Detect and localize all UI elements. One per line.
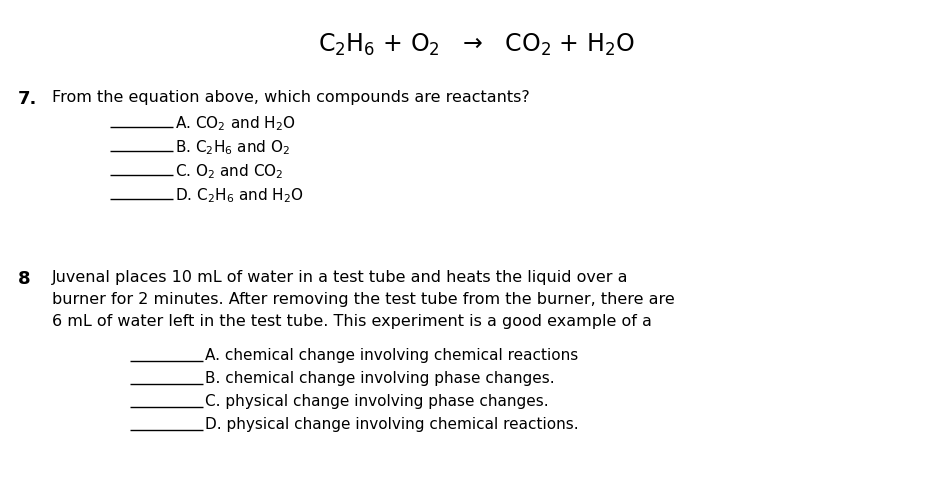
Text: $\mathregular{C_2H_6}$ + $\mathregular{O_2}$   →   $\mathregular{CO_2}$ + $\math: $\mathregular{C_2H_6}$ + $\mathregular{O…: [318, 32, 634, 58]
Text: 6 mL of water left in the test tube. This experiment is a good example of a: 6 mL of water left in the test tube. Thi…: [52, 314, 651, 329]
Text: B. chemical change involving phase changes.: B. chemical change involving phase chang…: [205, 371, 554, 386]
Text: 7.: 7.: [18, 90, 37, 108]
Text: A. $\mathregular{CO_2}$ and $\mathregular{H_2O}$: A. $\mathregular{CO_2}$ and $\mathregula…: [175, 114, 295, 133]
Text: D. $\mathregular{C_2H_6}$ and $\mathregular{H_2O}$: D. $\mathregular{C_2H_6}$ and $\mathregu…: [175, 186, 304, 205]
Text: burner for 2 minutes. After removing the test tube from the burner, there are: burner for 2 minutes. After removing the…: [52, 292, 674, 307]
Text: C. $\mathregular{O_2}$ and $\mathregular{CO_2}$: C. $\mathregular{O_2}$ and $\mathregular…: [175, 162, 284, 181]
Text: B. $\mathregular{C_2H_6}$ and $\mathregular{O_2}$: B. $\mathregular{C_2H_6}$ and $\mathregu…: [175, 138, 290, 157]
Text: Juvenal places 10 mL of water in a test tube and heats the liquid over a: Juvenal places 10 mL of water in a test …: [52, 270, 627, 285]
Text: D. physical change involving chemical reactions.: D. physical change involving chemical re…: [205, 417, 578, 432]
Text: From the equation above, which compounds are reactants?: From the equation above, which compounds…: [52, 90, 529, 105]
Text: 8: 8: [18, 270, 30, 288]
Text: C. physical change involving phase changes.: C. physical change involving phase chang…: [205, 394, 548, 409]
Text: A. chemical change involving chemical reactions: A. chemical change involving chemical re…: [205, 348, 578, 363]
